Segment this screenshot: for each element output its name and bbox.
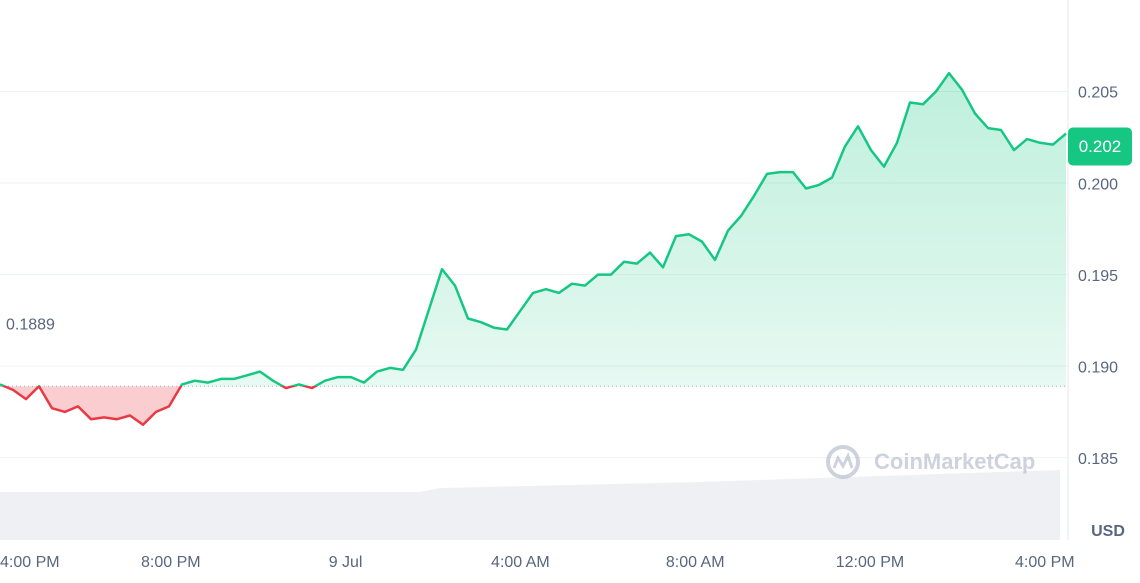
reference-label: 0.1889	[6, 316, 55, 333]
x-tick-label: 4:00 PM	[0, 554, 60, 571]
area-above	[0, 73, 1066, 387]
last-price-label: 0.202	[1079, 137, 1122, 156]
watermark: CoinMarketCap	[826, 445, 1035, 479]
y-tick-label: 0.195	[1078, 268, 1118, 285]
plot	[0, 71, 1068, 426]
x-tick-label: 8:00 AM	[666, 554, 725, 571]
x-tick-label: 4:00 PM	[1015, 554, 1075, 571]
area-below	[4, 386, 316, 425]
y-tick-label: 0.185	[1078, 451, 1118, 468]
x-tick-label: 12:00 PM	[836, 554, 904, 571]
x-tick-label: 4:00 AM	[491, 554, 550, 571]
watermark-text: CoinMarketCap	[874, 449, 1035, 474]
watermark-logo-mark	[832, 452, 854, 470]
y-tick-label: 0.205	[1078, 85, 1118, 102]
unit-label: USD	[1091, 523, 1125, 540]
last-price-tag	[1068, 127, 1132, 166]
volume-area	[0, 470, 1060, 540]
x-tick-label: 9 Jul	[329, 554, 363, 571]
y-tick-label: 0.190	[1078, 359, 1118, 376]
price-line	[0, 71, 1067, 426]
watermark-logo	[826, 445, 860, 479]
y-tick-label: 0.200	[1078, 176, 1118, 193]
x-tick-label: 8:00 PM	[141, 554, 201, 571]
